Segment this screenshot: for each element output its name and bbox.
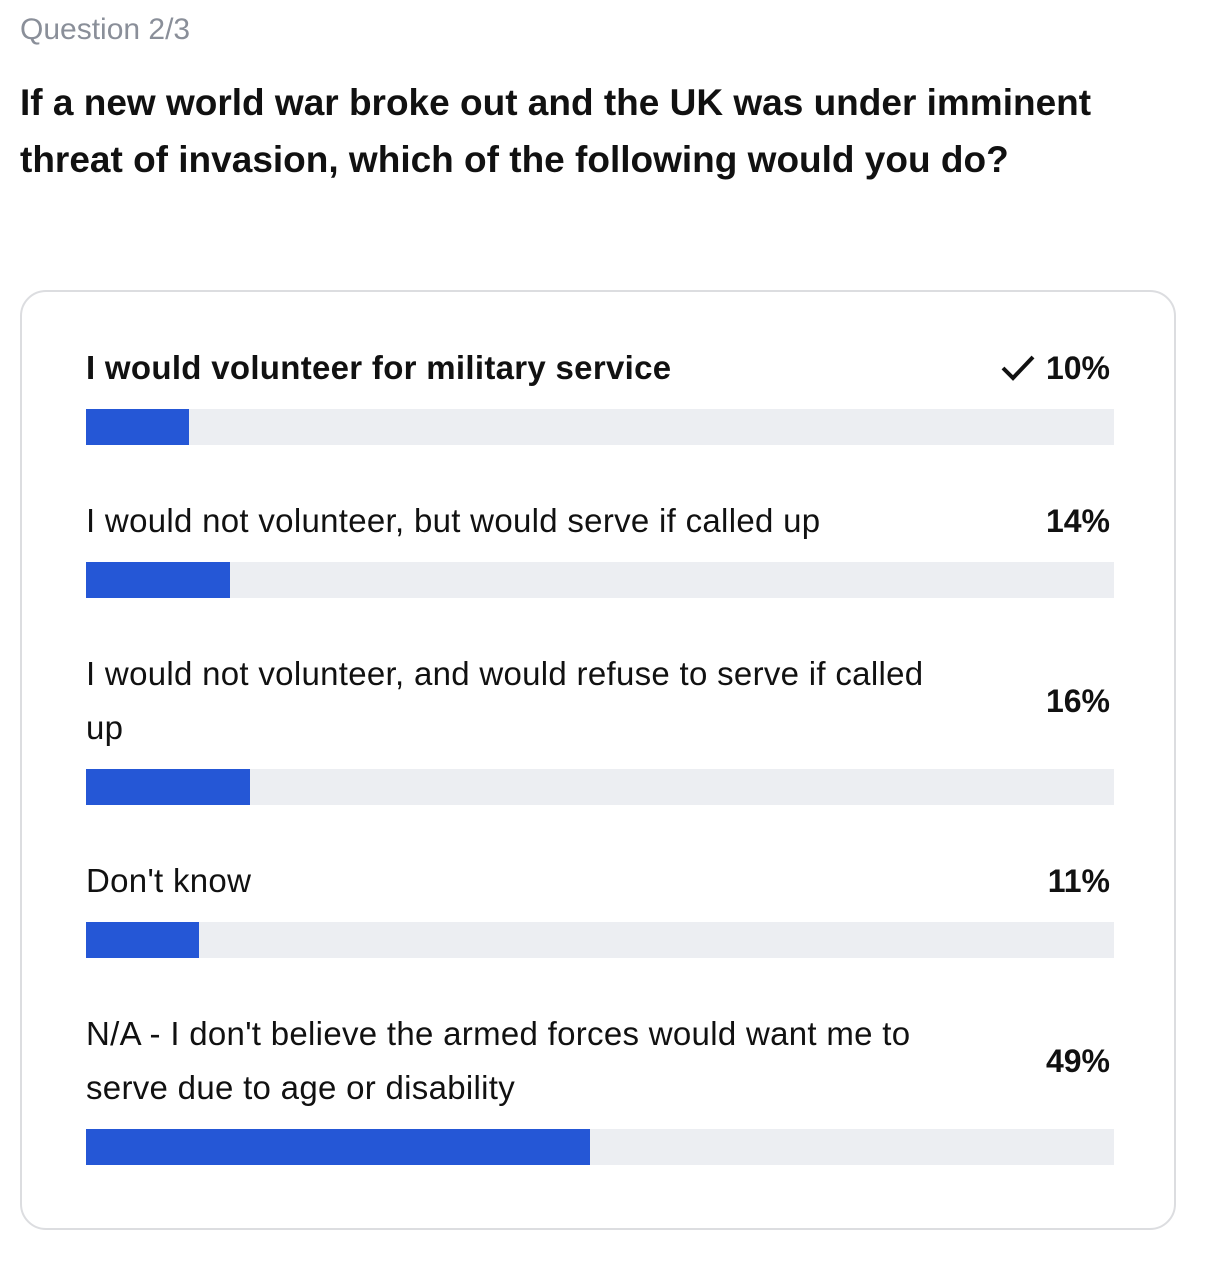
check-icon xyxy=(1001,355,1035,381)
bar-track xyxy=(86,562,1114,598)
option-percent: 14% xyxy=(1045,502,1110,539)
question-text: If a new world war broke out and the UK … xyxy=(20,82,1092,180)
check-path xyxy=(1001,355,1035,381)
option-row: I would not volunteer, and would refuse … xyxy=(86,647,1110,755)
option-row: N/A - I don't believe the armed forces w… xyxy=(86,1007,1110,1115)
poll-option[interactable]: I would not volunteer, and would refuse … xyxy=(86,647,1114,805)
option-label: N/A - I don't believe the armed forces w… xyxy=(86,1015,911,1106)
option-percent-wrap: 11% xyxy=(1048,863,1110,900)
bar xyxy=(86,1129,590,1165)
option-label: Don't know xyxy=(86,862,252,899)
option-percent-wrap: 14% xyxy=(1046,503,1110,540)
bar xyxy=(86,769,251,805)
poll-card: I would volunteer for military service 10… xyxy=(20,290,1176,1230)
option-row: I would volunteer for military service 10… xyxy=(86,341,1110,395)
option-label: I would not volunteer, but would serve i… xyxy=(86,502,821,539)
option-percent: 49% xyxy=(1045,1042,1110,1079)
option-percent: 11% xyxy=(1047,862,1110,899)
option-row: Don't know 11% xyxy=(86,854,1110,908)
bar xyxy=(86,562,230,598)
option-label: I would volunteer for military service xyxy=(86,349,672,386)
bar-track xyxy=(86,409,1114,445)
option-percent: 10% xyxy=(1045,349,1110,386)
poll-option[interactable]: I would not volunteer, but would serve i… xyxy=(86,494,1114,598)
bar-track xyxy=(86,1129,1114,1165)
option-percent: 16% xyxy=(1045,682,1110,719)
option-row: I would not volunteer, but would serve i… xyxy=(86,494,1110,548)
bar-track xyxy=(86,922,1114,958)
poll-option[interactable]: N/A - I don't believe the armed forces w… xyxy=(86,1007,1114,1165)
poll-option[interactable]: I would volunteer for military service 10… xyxy=(86,341,1114,445)
bar xyxy=(86,922,200,958)
option-percent-wrap: 49% xyxy=(1046,1043,1110,1080)
option-label: I would not volunteer, and would refuse … xyxy=(86,655,924,746)
option-percent-wrap: 10% xyxy=(1000,350,1110,387)
bar xyxy=(86,409,189,445)
option-percent-wrap: 16% xyxy=(1046,683,1110,720)
poll-option[interactable]: Don't know 11% xyxy=(86,854,1114,958)
question-number: Question 2/3 xyxy=(20,13,191,46)
bar-track xyxy=(86,769,1114,805)
